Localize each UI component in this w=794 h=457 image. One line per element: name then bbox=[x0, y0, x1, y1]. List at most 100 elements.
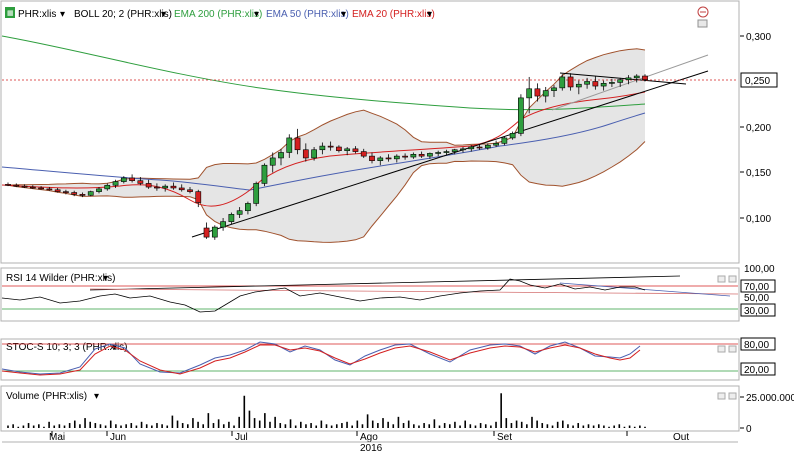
volume-bar bbox=[84, 418, 86, 428]
rsi-tick-box bbox=[740, 303, 776, 317]
candle-body bbox=[195, 191, 202, 203]
volume-bar bbox=[577, 423, 580, 428]
legend-symbol[interactable]: PHR:xlis bbox=[18, 9, 56, 20]
candle-body bbox=[294, 137, 301, 151]
volume-bar bbox=[546, 424, 549, 428]
volume-menu-icon[interactable]: ▾ bbox=[94, 391, 99, 402]
volume-bar bbox=[618, 424, 621, 428]
volume-bar bbox=[27, 423, 30, 428]
volume-bar bbox=[181, 423, 184, 428]
volume-bar bbox=[156, 423, 158, 428]
volume-bar bbox=[567, 424, 569, 428]
candle-body bbox=[526, 88, 533, 99]
volume-bar bbox=[73, 420, 76, 428]
volume-bar bbox=[300, 421, 302, 428]
volume-bar bbox=[443, 423, 446, 428]
volume-bar bbox=[125, 424, 127, 428]
volume-bar bbox=[438, 425, 441, 428]
stoc-tick-box bbox=[740, 337, 776, 351]
time-axis: Mai Jun Jul Ago Set Out 2016 bbox=[2, 430, 738, 454]
volume-bar bbox=[325, 424, 328, 428]
rsi-close-icon[interactable] bbox=[728, 275, 737, 283]
volume-bar bbox=[22, 425, 25, 428]
volume-bar bbox=[53, 425, 56, 428]
volume-bar bbox=[217, 419, 220, 428]
stoc-settings-icon[interactable] bbox=[717, 345, 726, 353]
volume-bar bbox=[228, 421, 230, 428]
volume-bar bbox=[608, 426, 610, 428]
rsi-tick-box bbox=[740, 279, 776, 293]
volume-bar bbox=[315, 425, 318, 428]
panel-settings-icon[interactable] bbox=[697, 19, 708, 28]
candle-body bbox=[154, 186, 160, 189]
legend-ema20[interactable]: EMA 20 (PHR:xlis) bbox=[352, 9, 435, 20]
volume-bar bbox=[351, 425, 353, 428]
rsi-panel-frame bbox=[0, 267, 740, 322]
candle-body bbox=[418, 154, 425, 157]
legend-symbol-menu-icon[interactable]: ▾ bbox=[60, 9, 65, 20]
panel-zoom-icon[interactable] bbox=[697, 6, 709, 18]
rsi-menu-icon[interactable]: ▾ bbox=[103, 273, 108, 284]
volume-bar bbox=[644, 426, 646, 428]
legend-ema20-menu-icon[interactable]: ▾ bbox=[427, 9, 432, 20]
candle-body bbox=[87, 191, 94, 196]
candle-body bbox=[567, 76, 574, 88]
volume-bar bbox=[454, 421, 456, 428]
candle-body bbox=[278, 152, 284, 159]
volume-bar bbox=[202, 424, 205, 428]
volume-bar bbox=[289, 419, 292, 428]
stoc-close-icon[interactable] bbox=[728, 345, 737, 353]
price-tick: 0,300 bbox=[746, 32, 771, 43]
volume-bar bbox=[603, 425, 605, 428]
rsi-trendline-upper bbox=[89, 275, 681, 291]
volume-bar bbox=[490, 425, 492, 428]
legend-ema50-menu-icon[interactable]: ▾ bbox=[341, 9, 346, 20]
candle-body bbox=[501, 137, 508, 144]
volume-bar bbox=[397, 416, 400, 428]
month-label: Jul bbox=[235, 432, 248, 443]
legend-ema200[interactable]: EMA 200 (PHR:xlis) bbox=[174, 9, 262, 20]
candle-body bbox=[211, 226, 218, 238]
candle-body bbox=[642, 75, 648, 80]
volume-bar bbox=[253, 418, 256, 428]
candle-body bbox=[228, 214, 235, 222]
price-tick: 0,150 bbox=[746, 168, 771, 179]
candle-body bbox=[518, 97, 524, 134]
volume-bar bbox=[135, 425, 138, 428]
candle-body bbox=[377, 157, 384, 161]
candle-body bbox=[393, 155, 400, 160]
candle-body bbox=[443, 151, 450, 153]
volume-legend[interactable]: Volume (PHR:xlis) bbox=[6, 391, 87, 402]
legend-boll[interactable]: BOLL 20; 2 (PHR:xlis) bbox=[74, 9, 172, 20]
candle-body bbox=[592, 81, 599, 87]
candle-body bbox=[509, 133, 516, 139]
volume-bar bbox=[526, 424, 528, 428]
candle-body bbox=[484, 144, 491, 149]
volume-bar bbox=[515, 420, 518, 428]
rsi-settings-icon[interactable] bbox=[717, 275, 726, 283]
volume-bar bbox=[238, 416, 240, 428]
volume-settings-icon[interactable] bbox=[717, 392, 726, 400]
candle-body bbox=[286, 137, 293, 153]
volume-bar bbox=[341, 423, 343, 428]
stoc-legend[interactable]: STOC-S 10; 3; 3 (PHR:xlis) bbox=[6, 342, 128, 353]
rsi-tick: 50,00 bbox=[744, 293, 769, 304]
rsi-legend[interactable]: RSI 14 Wilder (PHR:xlis) bbox=[6, 273, 115, 284]
volume-bar bbox=[464, 420, 467, 428]
legend-ema50[interactable]: EMA 50 (PHR:xlis) bbox=[266, 9, 349, 20]
volume-bar bbox=[166, 425, 169, 428]
volume-close-icon[interactable] bbox=[728, 392, 737, 400]
rsi-tick: 70,00 bbox=[744, 282, 769, 293]
volume-bar bbox=[279, 423, 282, 428]
legend-boll-menu-icon[interactable]: ▾ bbox=[161, 9, 166, 20]
candlestick-series bbox=[5, 73, 648, 240]
volume-bar bbox=[79, 424, 81, 428]
candle-body bbox=[46, 188, 53, 191]
volume-bar bbox=[382, 418, 384, 428]
volume-bar bbox=[212, 423, 215, 428]
legend-ema200-menu-icon[interactable]: ▾ bbox=[254, 9, 259, 20]
volume-bar bbox=[161, 424, 163, 428]
volume-bar bbox=[500, 393, 502, 428]
candle-body bbox=[129, 177, 135, 181]
stoc-tick: 20,00 bbox=[744, 365, 769, 376]
